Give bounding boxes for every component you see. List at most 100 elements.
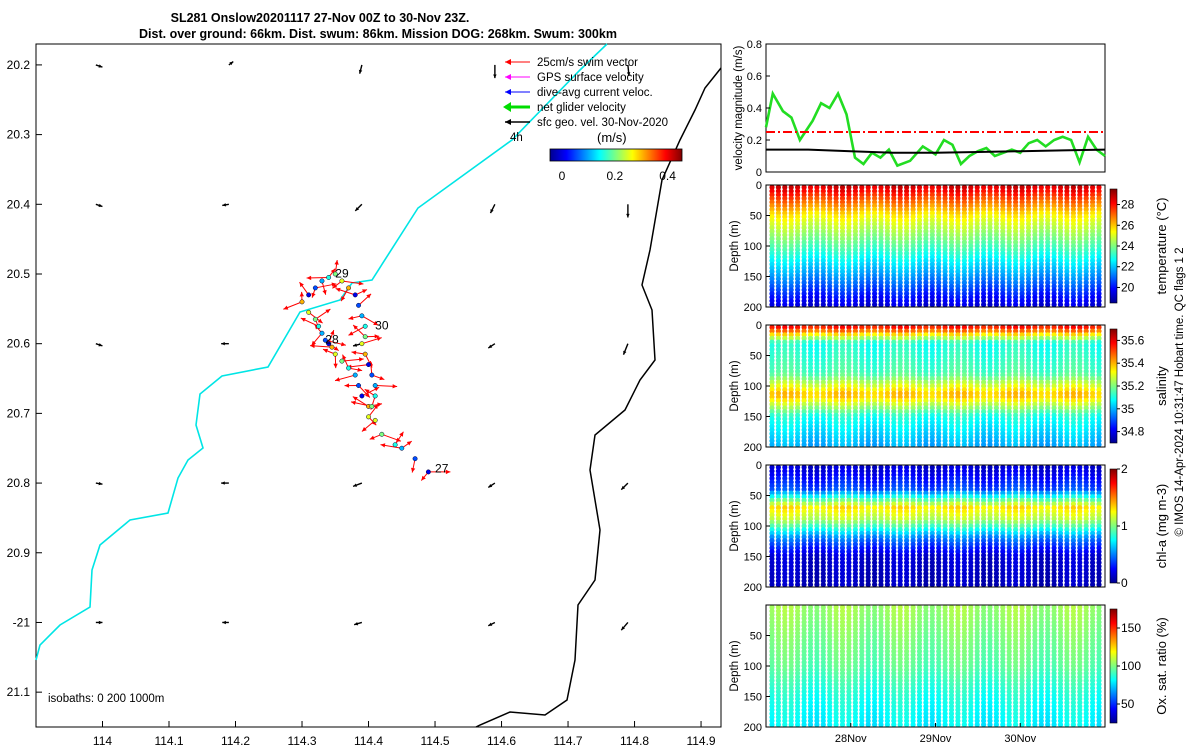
section-point xyxy=(827,294,833,300)
section-point xyxy=(968,291,974,297)
section-point xyxy=(1045,283,1051,289)
colorbar-tick-label: 28 xyxy=(1121,198,1135,212)
section-point xyxy=(846,232,852,238)
section-point xyxy=(865,210,871,216)
section-point xyxy=(904,225,910,231)
section-point xyxy=(1070,250,1076,256)
section-point xyxy=(865,534,871,540)
track-point xyxy=(399,445,405,451)
velocity-y-tick-label: 0.4 xyxy=(747,103,762,115)
section-point xyxy=(1013,269,1019,275)
day-label: 28 xyxy=(325,333,339,347)
section-point xyxy=(1000,247,1006,253)
section-point xyxy=(833,519,839,525)
section-point xyxy=(1000,328,1006,334)
section-point xyxy=(807,416,814,422)
section-point xyxy=(891,247,897,253)
section-point xyxy=(987,203,993,209)
section-point xyxy=(782,398,788,404)
section-point xyxy=(769,192,775,198)
section-point xyxy=(961,361,968,367)
section-point xyxy=(865,464,871,470)
section-point xyxy=(788,412,794,418)
section-point xyxy=(897,357,903,363)
section-point xyxy=(1025,394,1032,400)
section-point xyxy=(788,490,794,496)
section-point xyxy=(775,228,782,234)
section-point xyxy=(859,438,865,444)
section-point xyxy=(820,549,826,555)
section-point xyxy=(987,280,993,286)
section-point xyxy=(769,412,775,418)
section-point xyxy=(1070,188,1076,194)
section-point xyxy=(884,405,891,411)
section-point xyxy=(1013,379,1019,385)
section-point xyxy=(827,192,833,198)
section-point xyxy=(891,221,897,227)
section-point xyxy=(865,519,871,525)
section-point xyxy=(955,390,961,396)
section-point xyxy=(948,188,955,194)
section-point xyxy=(987,276,993,282)
section-point xyxy=(782,239,788,245)
section-point xyxy=(827,254,833,260)
section-point xyxy=(795,324,801,330)
section-point xyxy=(942,206,948,212)
map-legend: 25cm/s swim vector GPS surface velocity … xyxy=(503,57,683,183)
section-point xyxy=(923,272,929,278)
section-point xyxy=(839,236,846,242)
section-point xyxy=(878,434,884,440)
section-point xyxy=(923,438,929,444)
section-point xyxy=(981,232,987,238)
section-point xyxy=(974,434,980,440)
section-point xyxy=(897,247,903,253)
section-point xyxy=(1019,261,1025,267)
section-point xyxy=(820,541,826,547)
section-point xyxy=(775,545,782,551)
section-point xyxy=(827,420,833,426)
section-point xyxy=(974,192,980,198)
depth-tick-label: 100 xyxy=(744,381,762,393)
section-point xyxy=(839,545,846,551)
section-point xyxy=(833,236,839,242)
section-point xyxy=(1083,261,1089,267)
section-point xyxy=(827,339,833,345)
section-point xyxy=(961,210,968,216)
section-point xyxy=(775,376,782,382)
section-point xyxy=(1045,287,1051,293)
map-y-tick-label: 20.8 xyxy=(7,476,31,490)
section-point xyxy=(897,291,903,297)
swim-vector-head xyxy=(374,387,380,392)
depth-axis-label: Depth (m) xyxy=(729,220,741,271)
section-point xyxy=(1025,250,1032,256)
section-point xyxy=(775,516,782,522)
section-point xyxy=(987,228,993,234)
section-point xyxy=(1006,357,1012,363)
section-point xyxy=(1000,372,1006,378)
section-point xyxy=(974,398,980,404)
section-point xyxy=(1077,195,1083,201)
section-point xyxy=(807,372,814,378)
section-point xyxy=(1057,206,1064,212)
section-point xyxy=(846,516,852,522)
section-point xyxy=(801,431,807,437)
section-point xyxy=(993,258,1000,264)
section-point xyxy=(897,346,903,352)
section-point xyxy=(846,206,852,212)
section-point xyxy=(775,368,782,374)
section-point xyxy=(872,291,878,297)
section-point xyxy=(820,184,826,190)
section-point xyxy=(904,192,910,198)
section-point xyxy=(961,394,968,400)
swim-vector-head xyxy=(351,350,357,355)
section-point xyxy=(852,523,859,529)
section-point xyxy=(1077,409,1083,415)
section-point xyxy=(897,394,903,400)
section-point xyxy=(1000,438,1006,444)
section-point xyxy=(839,343,846,349)
section-point xyxy=(859,472,865,478)
section-point xyxy=(833,468,839,474)
section-point xyxy=(814,475,820,481)
section-point xyxy=(859,258,865,264)
section-point xyxy=(775,434,782,440)
